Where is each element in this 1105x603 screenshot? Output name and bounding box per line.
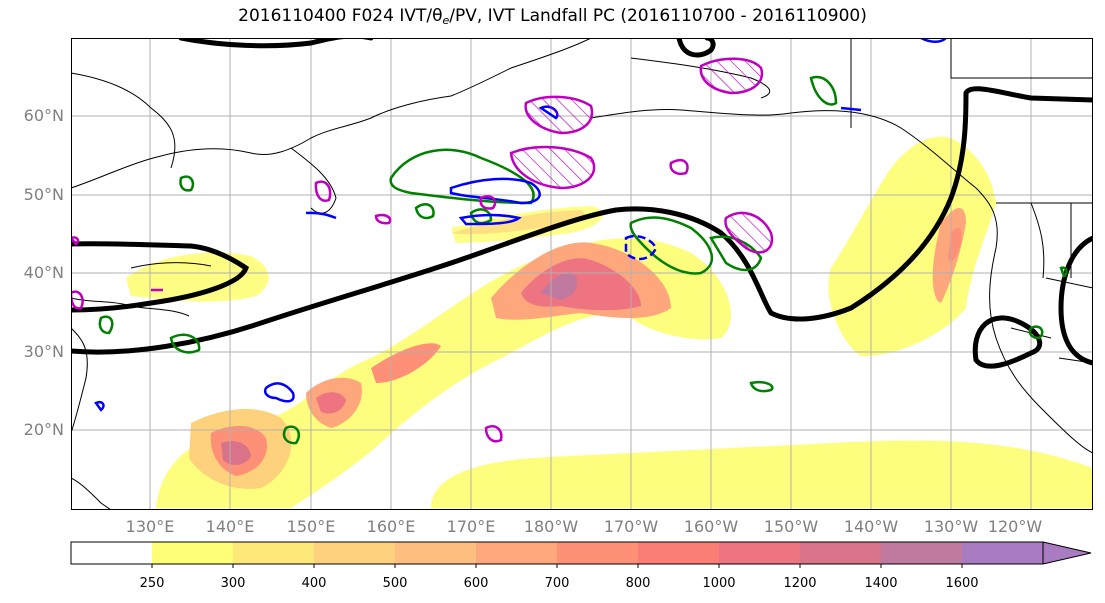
colorbar-extend-arrow [1042, 541, 1092, 565]
colorbar-tick-label: 600 [463, 576, 489, 591]
colorbar-tick-label: 700 [544, 576, 570, 591]
colorbar-tick-label: 1000 [702, 576, 736, 591]
lat-label-60n: 60°N [23, 106, 64, 125]
lon-label-140w: 140°W [843, 517, 899, 536]
colorbar-tick-label: 1200 [783, 576, 817, 591]
colorbar-tick-label: 400 [301, 576, 327, 591]
colorbar-segment [557, 542, 638, 564]
colorbar-segment [962, 542, 1043, 564]
lon-label-170e: 170°E [446, 517, 496, 536]
colorbar-tick-label: 300 [220, 576, 246, 591]
lat-label-50n: 50°N [23, 185, 64, 204]
colorbar [70, 541, 1092, 568]
lat-label-40n: 40°N [23, 263, 64, 282]
map-frame [71, 38, 1093, 510]
lon-label-140e: 140°E [205, 517, 255, 536]
theta-e-contours [71, 38, 1093, 369]
colorbar-tick-label: 250 [139, 576, 165, 591]
lon-label-160w: 160°W [683, 517, 739, 536]
lon-label-170w: 170°W [603, 517, 659, 536]
colorbar-segment [233, 542, 314, 564]
colorbar-segment [881, 542, 962, 564]
colorbar-tick-label: 1400 [864, 576, 898, 591]
lon-label-150w: 150°W [763, 517, 819, 536]
colorbar-segment [152, 542, 233, 564]
colorbar-tick-label: 500 [382, 576, 408, 591]
colorbar-tick-label: 1600 [945, 576, 979, 591]
colorbar-segment [638, 542, 719, 564]
lon-label-150e: 150°E [286, 517, 336, 536]
colorbar-segment [476, 542, 557, 564]
map-canvas [71, 38, 1093, 510]
colorbar-segment [71, 542, 152, 564]
pv-contours-magenta [71, 57, 774, 443]
lon-label-160e: 160°E [366, 517, 416, 536]
lat-label-30n: 30°N [23, 342, 64, 361]
ivt-shading [126, 136, 1093, 508]
colorbar-tick-label: 800 [625, 576, 651, 591]
lon-label-120w: 120°W [987, 517, 1043, 536]
map-panel [71, 38, 1093, 510]
lat-label-20n: 20°N [23, 420, 64, 439]
colorbar-segment [800, 542, 881, 564]
colorbar-segment [314, 542, 395, 564]
colorbar-segment [395, 542, 476, 564]
colorbar-segment [719, 542, 800, 564]
lon-label-130e: 130°E [125, 517, 175, 536]
figure-title: 2016110400 F024 IVT/θe/PV, IVT Landfall … [238, 6, 867, 27]
lon-label-130w: 130°W [923, 517, 979, 536]
pv-contours-green [98, 75, 1068, 445]
lon-label-180w: 180°W [523, 517, 579, 536]
